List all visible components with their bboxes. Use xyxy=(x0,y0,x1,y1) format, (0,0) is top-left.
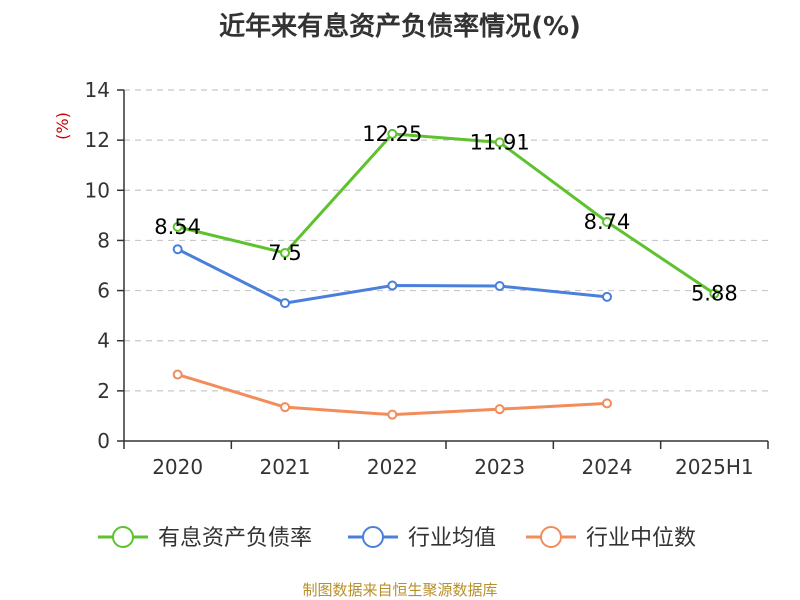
x-tick-label: 2022 xyxy=(367,455,418,479)
y-tick-label: 14 xyxy=(85,78,110,102)
data-point xyxy=(280,298,290,309)
data-point xyxy=(709,288,720,299)
data-point xyxy=(172,244,183,255)
data-label: 8.74 xyxy=(584,210,631,234)
series-lines xyxy=(172,128,720,420)
data-point xyxy=(494,404,505,415)
y-tick-label: 6 xyxy=(97,279,110,303)
data-label: 5.88 xyxy=(691,282,738,306)
y-tick-label: 0 xyxy=(97,429,110,453)
data-point xyxy=(280,247,290,258)
y-axis-unit-label: (%) xyxy=(53,112,72,140)
chart-title: 近年来有息资产负债率情况(%) xyxy=(219,11,581,42)
series-line xyxy=(177,132,716,295)
x-tick-label: 2021 xyxy=(260,455,311,479)
series-line xyxy=(176,247,608,305)
y-tick-label: 12 xyxy=(85,128,110,152)
y-tick-label: 10 xyxy=(85,178,110,202)
grid-lines xyxy=(124,89,768,392)
legend-marker xyxy=(540,526,562,548)
data-label: 8.54 xyxy=(154,215,201,239)
x-tick-label: 2024 xyxy=(582,455,633,479)
data-point xyxy=(602,398,612,409)
legend-marker xyxy=(362,526,384,548)
data-label: 7.5 xyxy=(268,241,301,265)
legend-marker xyxy=(112,526,134,548)
data-label: 12.25 xyxy=(362,122,422,146)
data-labels: 8.54 7.5 12.25 11.91 8.74 5.88 xyxy=(154,122,737,306)
data-point xyxy=(494,281,505,292)
data-label: 11.91 xyxy=(470,130,530,154)
data-point xyxy=(387,280,398,291)
data-point xyxy=(172,369,183,380)
data-point xyxy=(280,402,290,413)
series-line xyxy=(177,373,608,417)
data-point xyxy=(387,409,398,420)
x-tick-label: 2025H1 xyxy=(675,455,754,479)
y-tick-label: 4 xyxy=(97,329,110,353)
y-tick-label: 8 xyxy=(97,228,110,252)
data-point xyxy=(172,221,183,232)
x-tick-label: 2023 xyxy=(474,455,525,479)
data-point xyxy=(387,128,398,139)
data-point xyxy=(602,216,612,227)
legend-label: 行业中位数 xyxy=(586,526,696,551)
x-tick-label: 2020 xyxy=(152,455,203,479)
source-note: 制图数据来自恒生聚源数据库 xyxy=(302,581,497,599)
legend-label: 有息资产负债率 xyxy=(158,526,312,551)
data-point xyxy=(494,137,505,148)
y-tick-label: 2 xyxy=(97,379,110,403)
axes: 0 2 4 6 8 10 12 14 2020 2021 2022 2023 2024 2025H1 xyxy=(85,78,769,479)
legend: 有息资产负债率 行业均值 行业中位数 xyxy=(98,526,696,551)
data-point xyxy=(602,291,612,302)
legend-label: 行业均值 xyxy=(408,526,496,551)
